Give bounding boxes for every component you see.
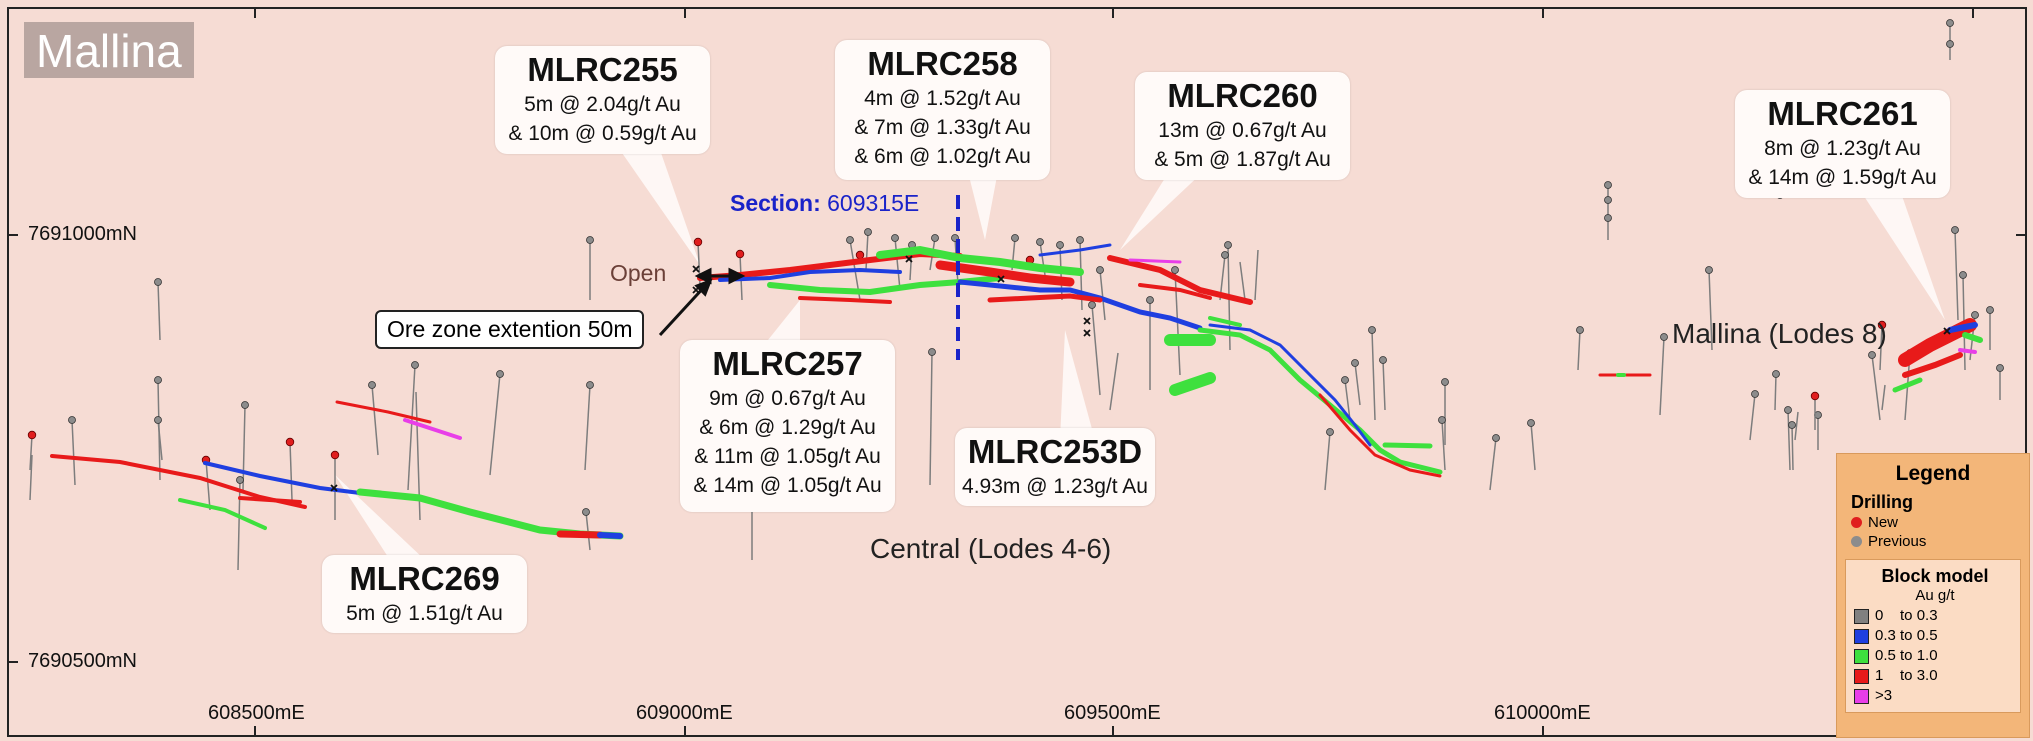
central-lodes-label: Central (Lodes 4-6) [870,533,1112,564]
legend-item-new: New [1851,513,2029,532]
legend-block-title: Block model [1881,566,1989,586]
callout-intercept: & 5m @ 1.87g/t Au [1154,148,1331,171]
open-label: Open [610,260,667,286]
callout-hole-id: MLRC269 [349,560,500,597]
callout-intercept: 4m @ 1.52g/t Au [864,87,1021,110]
callout-mlrc255: MLRC255 5m @ 2.04g/t Au & 10m @ 0.59g/t … [495,46,710,154]
legend-label: 0.3 to 0.5 [1875,627,1938,644]
callout-intercept: & 14m @ 1.05g/t Au [693,474,882,497]
callout-intercept: & 7m @ 1.33g/t Au [854,116,1031,139]
map-frame [7,7,2027,737]
callout-mlrc253d: MLRC253D 4.93m @ 1.23g/t Au [955,428,1155,506]
section-label: Section: 609315E [730,190,919,217]
easting-label-609000: 609000mE [636,702,733,724]
legend: Legend Drilling New Previous Block model… [1836,453,2030,738]
drill-intercept-markers [330,255,1951,492]
callout-pointers [335,150,1945,560]
callout-hole-id: MLRC253D [967,433,1143,470]
callout-hole-id: MLRC257 [712,345,863,382]
northing-label-7691000: 7691000mN [28,223,137,245]
northing-label-7690500: 7690500mN [28,650,137,672]
callout-hole-id: MLRC260 [1167,77,1318,114]
callout-intercept: & 6m @ 1.29g/t Au [699,416,876,439]
legend-block-model: Block model Au g/t 0 to 0.3 0.3 to 0.5 0… [1845,559,2021,713]
section-label-prefix: Section: [730,190,821,216]
legend-grade-0: 0 to 0.3 [1854,606,2016,626]
ore-zone-extension-label: Ore zone extention 50m [375,310,645,349]
callout-intercept: & 14m @ 1.59g/t Au [1748,166,1937,189]
legend-label: 0 to 0.3 [1875,607,1938,624]
easting-label-609500: 609500mE [1064,702,1161,724]
mallina-lodes-label: Mallina (Lodes 8) [1672,318,1887,349]
easting-label-610000: 610000mE [1494,702,1591,724]
legend-label: 1 to 3.0 [1875,667,1938,684]
legend-grade-3: 1 to 3.0 [1854,666,2016,686]
legend-label: New [1868,514,1899,531]
callout-mlrc269: MLRC269 5m @ 1.51g/t Au [322,555,527,633]
callout-hole-id: MLRC255 [527,51,678,88]
legend-grade-1: 0.3 to 0.5 [1854,626,2016,646]
grade-swatch-icon [1854,668,1869,684]
previous-drillhole-icon [1851,536,1862,547]
callout-intercept: 4.93m @ 1.23g/t Au [962,475,1148,498]
grade-swatch-icon [1854,608,1869,624]
legend-label: 0.5 to 1.0 [1875,647,1938,664]
legend-label: >3 [1875,687,1893,704]
callout-intercept: & 11m @ 1.05g/t Au [694,445,881,468]
callout-intercept: & 10m @ 0.59g/t Au [508,122,697,145]
callout-intercept: 13m @ 0.67g/t Au [1158,119,1327,142]
section-label-value: 609315E [827,190,920,216]
new-drillhole-icon [1851,517,1862,528]
easting-label-608500: 608500mE [208,702,305,724]
callout-mlrc257: MLRC257 9m @ 0.67g/t Au & 6m @ 1.29g/t A… [680,340,895,512]
legend-grade-4: >3 [1854,686,2016,706]
callout-intercept: 9m @ 0.67g/t Au [709,387,866,410]
callout-intercept: 5m @ 2.04g/t Au [524,93,681,116]
callout-hole-id: MLRC258 [867,45,1018,82]
callout-intercept: 8m @ 1.23g/t Au [1764,137,1921,160]
grade-swatch-icon [1854,648,1869,664]
callout-intercept: 5m @ 1.51g/t Au [346,602,503,625]
legend-label: Previous [1868,533,1927,550]
legend-grade-2: 0.5 to 1.0 [1854,646,2016,666]
legend-block-unit: Au g/t [1915,587,1955,604]
callout-mlrc261: MLRC261 8m @ 1.23g/t Au & 14m @ 1.59g/t … [1735,90,1950,198]
grade-swatch-icon [1854,688,1869,704]
legend-title: Legend [1895,462,1971,485]
grade-swatch-icon [1854,628,1869,644]
callout-mlrc258: MLRC258 4m @ 1.52g/t Au & 7m @ 1.33g/t A… [835,40,1050,180]
legend-item-previous: Previous [1851,532,2029,551]
callout-mlrc260: MLRC260 13m @ 0.67g/t Au & 5m @ 1.87g/t … [1135,72,1350,180]
legend-drilling-title: Drilling [1851,492,1913,512]
map-title: Mallina [24,22,194,78]
callout-intercept: & 6m @ 1.02g/t Au [854,145,1031,168]
callout-hole-id: MLRC261 [1767,95,1918,132]
